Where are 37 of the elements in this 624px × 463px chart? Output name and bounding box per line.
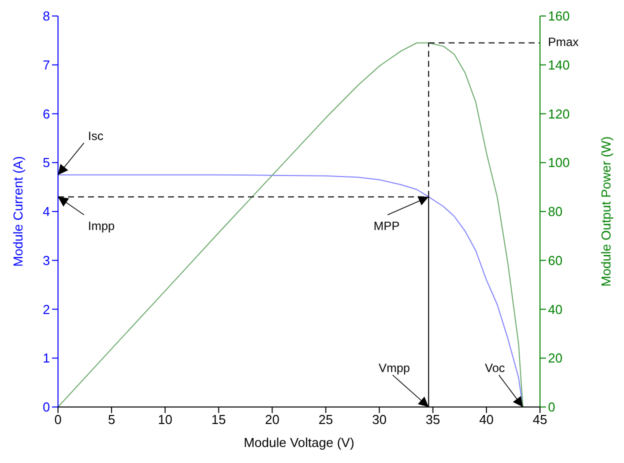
x-tick-label: 0 (54, 412, 62, 428)
y2-tick-label: 140 (548, 57, 570, 72)
y-tick-label: 2 (42, 302, 50, 317)
y-tick-label: 1 (42, 350, 50, 366)
y-tick-label: 3 (42, 252, 50, 268)
x-tick-label: 45 (532, 412, 548, 428)
x-tick-label: 15 (211, 412, 226, 428)
y-tick-label: 8 (42, 8, 50, 24)
y-axis-title: Module Current (A) (10, 156, 26, 267)
annotation: Voc (484, 361, 505, 376)
x-tick-label: 20 (264, 412, 280, 428)
y2-tick-label: 120 (548, 106, 570, 122)
y-tick-label: 7 (42, 57, 50, 72)
x-tick-label: 10 (158, 412, 172, 428)
y-tick-label: 5 (42, 155, 50, 170)
x-tick-label: 40 (479, 412, 494, 428)
y-tick-label: 6 (42, 106, 50, 122)
y2-tick-label: 40 (548, 302, 562, 317)
annotation: Vmpp (378, 361, 410, 376)
y-tick-label: 0 (42, 400, 50, 415)
x-tick-label: 25 (318, 412, 334, 428)
y2-tick-label: 20 (548, 350, 562, 366)
y2-tick-label: 80 (548, 204, 562, 220)
annotation: MPP (374, 219, 400, 234)
y2-tick-label: 60 (548, 252, 562, 268)
y2-tick-label: 100 (548, 155, 570, 170)
y2-tick-label: 0 (548, 400, 556, 415)
annotation: Impp (88, 219, 116, 234)
x-tick-label: 5 (108, 412, 116, 428)
annotation: Pmax (548, 35, 579, 50)
annotation: Isc (88, 129, 104, 144)
y2-axis-title: Module Output Power (W) (598, 136, 614, 287)
x-axis-title: Module Voltage (V) (244, 435, 354, 450)
y2-tick-label: 160 (548, 8, 570, 24)
x-tick-label: 30 (372, 412, 387, 428)
x-tick-label: 35 (426, 412, 440, 428)
y-tick-label: 4 (42, 204, 50, 220)
